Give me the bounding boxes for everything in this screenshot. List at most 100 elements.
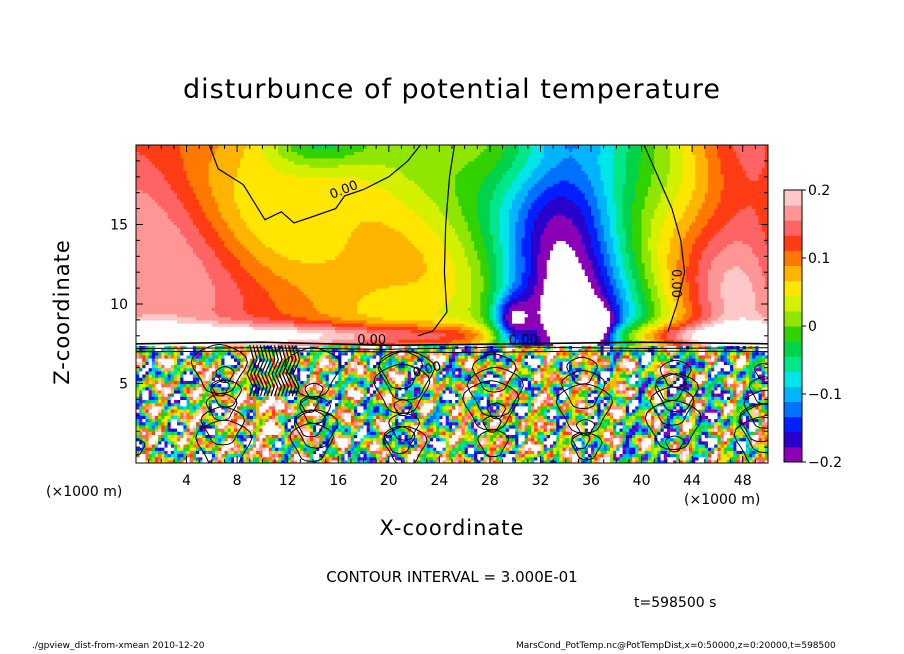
field-cell	[139, 326, 143, 331]
field-cell	[145, 405, 150, 410]
field-cell	[142, 453, 147, 458]
field-cell	[142, 304, 147, 308]
field-cell	[136, 154, 140, 159]
field-cell	[139, 170, 143, 175]
field-cell	[148, 208, 153, 213]
field-cell	[151, 405, 156, 410]
field-cell	[151, 396, 156, 400]
field-cell	[148, 313, 153, 318]
field-cell	[142, 335, 147, 340]
field-cell	[151, 453, 156, 458]
field-cell	[136, 164, 140, 168]
field-cell	[151, 249, 156, 254]
field-cell	[151, 272, 156, 276]
field-cell	[145, 224, 150, 229]
field-cell	[136, 269, 140, 273]
field-cell	[139, 249, 143, 254]
field-cell	[148, 269, 153, 273]
field-cell	[148, 364, 153, 369]
field-cell	[142, 275, 147, 280]
field-cell	[148, 167, 153, 172]
field-cell	[136, 319, 140, 324]
field-cell	[139, 348, 143, 353]
field-cell	[148, 338, 153, 343]
field-cell	[139, 300, 143, 305]
field-cell	[136, 211, 140, 216]
field-cell	[142, 393, 147, 397]
field-cell	[139, 434, 143, 439]
field-cell	[142, 316, 147, 321]
field-cell	[145, 307, 150, 311]
field-cell	[145, 173, 150, 178]
field-cell	[142, 281, 147, 286]
field-cell	[136, 310, 140, 315]
field-cell	[145, 243, 150, 248]
field-cell	[151, 199, 156, 203]
field-cell	[148, 329, 153, 334]
field-cell	[139, 393, 143, 397]
field-cell	[142, 386, 147, 391]
field-cell	[151, 424, 156, 429]
field-cell	[136, 459, 140, 463]
field-cell	[139, 272, 143, 276]
field-cell	[145, 434, 150, 439]
field-cell	[136, 278, 140, 283]
field-cell	[136, 189, 140, 194]
field-cell	[148, 443, 153, 448]
field-cell	[136, 249, 140, 254]
field-cell	[136, 195, 140, 200]
chart-title: disturbunce of potential temperature	[0, 74, 904, 105]
field-cell	[136, 456, 140, 461]
field-cell	[139, 151, 143, 156]
field-cell	[145, 272, 150, 276]
field-cell	[151, 434, 156, 439]
field-cell	[151, 234, 156, 238]
field-cell	[151, 377, 156, 381]
field-cell	[148, 412, 153, 416]
field-cell	[148, 415, 153, 420]
field-cell	[145, 297, 150, 302]
field-cell	[142, 456, 147, 461]
field-cell	[145, 335, 150, 340]
field-cell	[142, 218, 147, 222]
field-cell	[148, 240, 153, 245]
field-cell	[142, 262, 147, 267]
field-cell	[151, 269, 156, 273]
field-cell	[142, 154, 147, 159]
field-cell	[145, 319, 150, 324]
field-cell	[139, 453, 143, 458]
field-cell	[145, 424, 150, 429]
field-cell	[145, 237, 150, 241]
field-cell	[148, 256, 153, 261]
field-cell	[139, 218, 143, 222]
field-cell	[151, 367, 156, 372]
field-cell	[142, 408, 147, 413]
field-cell	[139, 399, 143, 404]
field-cell	[136, 364, 140, 369]
field-cell	[139, 338, 143, 343]
field-cell	[139, 354, 143, 359]
field-cell	[151, 294, 156, 299]
field-cell	[148, 218, 153, 222]
field-cell	[145, 176, 150, 181]
field-cell	[139, 179, 143, 184]
field-cell	[148, 431, 153, 435]
field-cell	[139, 148, 143, 152]
field-cell	[151, 284, 156, 289]
field-cell	[151, 208, 156, 213]
field-cell	[139, 202, 143, 207]
field-cell	[151, 218, 156, 222]
field-cell	[142, 160, 147, 165]
field-cell	[142, 199, 147, 203]
field-cell	[148, 332, 153, 337]
field-cell	[142, 269, 147, 273]
field-cell	[142, 443, 147, 448]
field-cell	[142, 259, 147, 264]
field-cell	[142, 243, 147, 248]
field-cell	[136, 450, 140, 455]
field-cell	[145, 281, 150, 286]
field-cell	[151, 304, 156, 308]
field-cell	[148, 316, 153, 321]
field-cell	[148, 345, 153, 350]
field-cell	[151, 323, 156, 327]
